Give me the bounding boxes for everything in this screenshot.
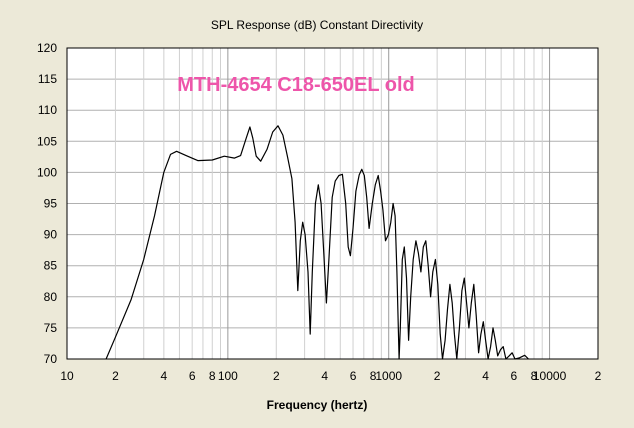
grid-lines — [67, 48, 598, 359]
y-tick-label: 105 — [37, 134, 57, 148]
y-tick-label: 75 — [44, 321, 58, 335]
x-tick-label: 2 — [595, 369, 602, 383]
y-tick-label: 70 — [44, 352, 58, 366]
y-tick-label: 115 — [38, 72, 57, 86]
y-axis-tick-labels: 70 75 80 85 90 95 100 105 110 115 120 — [37, 41, 57, 366]
x-tick-label: 6 — [189, 369, 196, 383]
y-tick-label: 80 — [44, 290, 58, 304]
x-tick-label: 6 — [511, 369, 518, 383]
x-tick-label: 6 — [350, 369, 357, 383]
x-tick-label: 100 — [218, 369, 238, 383]
model-annotation: MTH-4654 C18-650EL old — [177, 74, 415, 96]
x-tick-label: 2 — [273, 369, 280, 383]
x-tick-label: 8 — [531, 369, 538, 383]
x-tick-label: 4 — [321, 369, 328, 383]
x-tick-label: 8 — [370, 369, 377, 383]
spl-curve-line — [105, 125, 529, 360]
y-tick-label: 120 — [37, 41, 57, 55]
x-tick-label: 8 — [209, 369, 216, 383]
x-tick-label: 4 — [482, 369, 489, 383]
x-tick-label: 2 — [434, 369, 441, 383]
y-tick-label: 90 — [44, 228, 58, 242]
x-tick-label: 1000 — [375, 369, 402, 383]
plot-border — [66, 47, 599, 360]
y-tick-label: 95 — [44, 197, 58, 211]
y-tick-label: 100 — [37, 165, 57, 179]
response-curve — [105, 125, 529, 360]
x-tick-label: 10000 — [533, 369, 567, 383]
y-tick-label: 85 — [44, 259, 58, 273]
chart-title: SPL Response (dB) Constant Directivity — [211, 18, 423, 32]
y-tick-label: 110 — [38, 103, 57, 117]
x-tick-label: 4 — [161, 369, 168, 383]
x-tick-label: 2 — [112, 369, 119, 383]
x-axis-label: Frequency (hertz) — [267, 398, 368, 412]
x-tick-label: 10 — [60, 369, 74, 383]
